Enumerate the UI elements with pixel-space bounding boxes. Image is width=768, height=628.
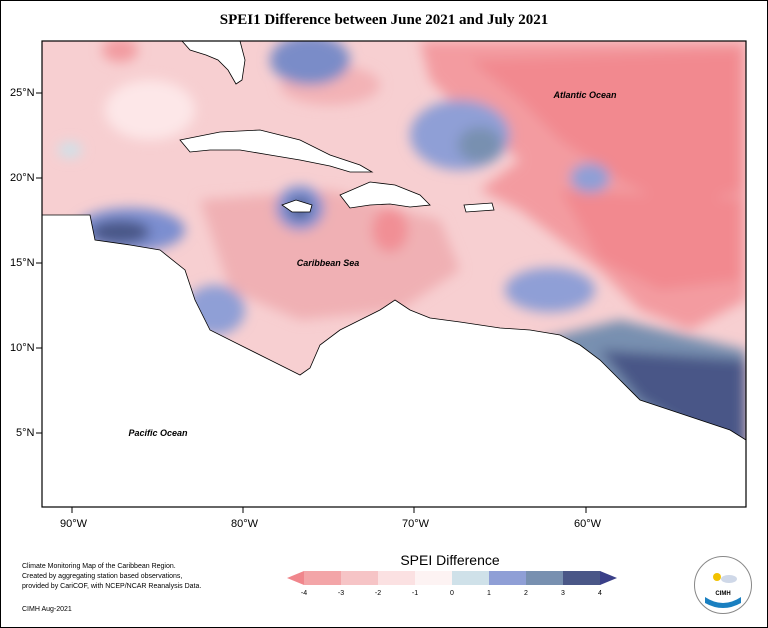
legend-tick-label: -4 <box>301 590 307 597</box>
field-red-east <box>560 190 740 290</box>
lat-label-10n: 10°N <box>10 342 35 354</box>
lat-label-20n: 20°N <box>10 172 35 184</box>
lon-label-70w: 70°W <box>402 518 430 530</box>
legend-segment <box>600 571 617 585</box>
legend-colorbar <box>287 571 617 585</box>
legend-tick-label: 3 <box>561 590 565 597</box>
legend-segment <box>287 571 304 585</box>
legend-tick-label: 4 <box>598 590 602 597</box>
credits: Climate Monitoring Map of the Caribbean … <box>22 562 201 592</box>
credits-line-1: Climate Monitoring Map of the Caribbean … <box>22 563 176 570</box>
legend-segment <box>563 571 601 585</box>
legend-tick-label: -3 <box>338 590 344 597</box>
legend-segment <box>526 571 564 585</box>
field-blue-atlantic-core <box>458 127 502 163</box>
landmasses <box>42 41 746 507</box>
field-blue-east <box>570 163 610 193</box>
logo-cloud-icon <box>721 575 737 583</box>
logo-art <box>705 573 741 608</box>
axis-ticks <box>36 92 587 513</box>
label-atlantic-ocean: Atlantic Ocean <box>552 90 617 100</box>
field-red-atlantic-core <box>470 50 740 210</box>
field-white-gulf <box>105 80 195 140</box>
legend-ticks: -4 -3 -2 -1 0 1 2 3 4 <box>301 590 602 597</box>
legend-tick-label: -2 <box>375 590 381 597</box>
legend-segment <box>415 571 453 585</box>
field-blue-bahamas <box>270 41 350 85</box>
lat-label-15n: 15°N <box>10 257 35 269</box>
label-pacific-ocean: Pacific Ocean <box>128 428 188 438</box>
land-cuba <box>179 129 374 173</box>
legend-tick-label: 0 <box>450 590 454 597</box>
field-red-spot1 <box>372 208 408 252</box>
cimh-logo: CIMH <box>694 556 752 614</box>
logo-text: CIMH <box>715 591 731 597</box>
lon-label-80w: 80°W <box>231 518 259 530</box>
field-red-spot2 <box>102 41 138 62</box>
logo-sun-icon <box>713 573 721 581</box>
legend-segment <box>341 571 379 585</box>
legend-tick-label: 1 <box>487 590 491 597</box>
legend-segment <box>452 571 490 585</box>
legend-title: SPEI Difference <box>400 552 500 568</box>
legend-segment <box>304 571 342 585</box>
logo-wave-icon <box>705 597 741 608</box>
legend-tick-label: 2 <box>524 590 528 597</box>
label-caribbean-sea: Caribbean Sea <box>297 258 360 268</box>
field-blue-honduras-core <box>90 220 150 244</box>
credits-line-2: Created by aggregating station based obs… <box>22 573 183 580</box>
map-title: SPEI1 Difference between June 2021 and J… <box>219 12 549 28</box>
land-florida <box>181 41 246 85</box>
lat-label-25n: 25°N <box>10 87 35 99</box>
credits-date: CIMH Aug-2021 <box>22 606 72 613</box>
legend-segment <box>489 571 527 585</box>
land-hispaniola <box>339 181 431 209</box>
lon-label-60w: 60°W <box>574 518 602 530</box>
legend-tick-label: -1 <box>412 590 418 597</box>
map-frame <box>41 40 747 508</box>
land-jamaica <box>281 199 313 213</box>
lat-label-5n: 5°N <box>16 427 35 439</box>
credits-line-3: provided by CariCOF, with NCEP/NCAR Rean… <box>22 583 202 590</box>
land-central-south-america <box>42 214 746 507</box>
land-puerto-rico <box>463 202 495 213</box>
legend-segment <box>378 571 416 585</box>
field-blue-antilles <box>505 268 595 312</box>
field-light-yucatan <box>58 142 82 158</box>
lon-label-90w: 90°W <box>60 518 88 530</box>
